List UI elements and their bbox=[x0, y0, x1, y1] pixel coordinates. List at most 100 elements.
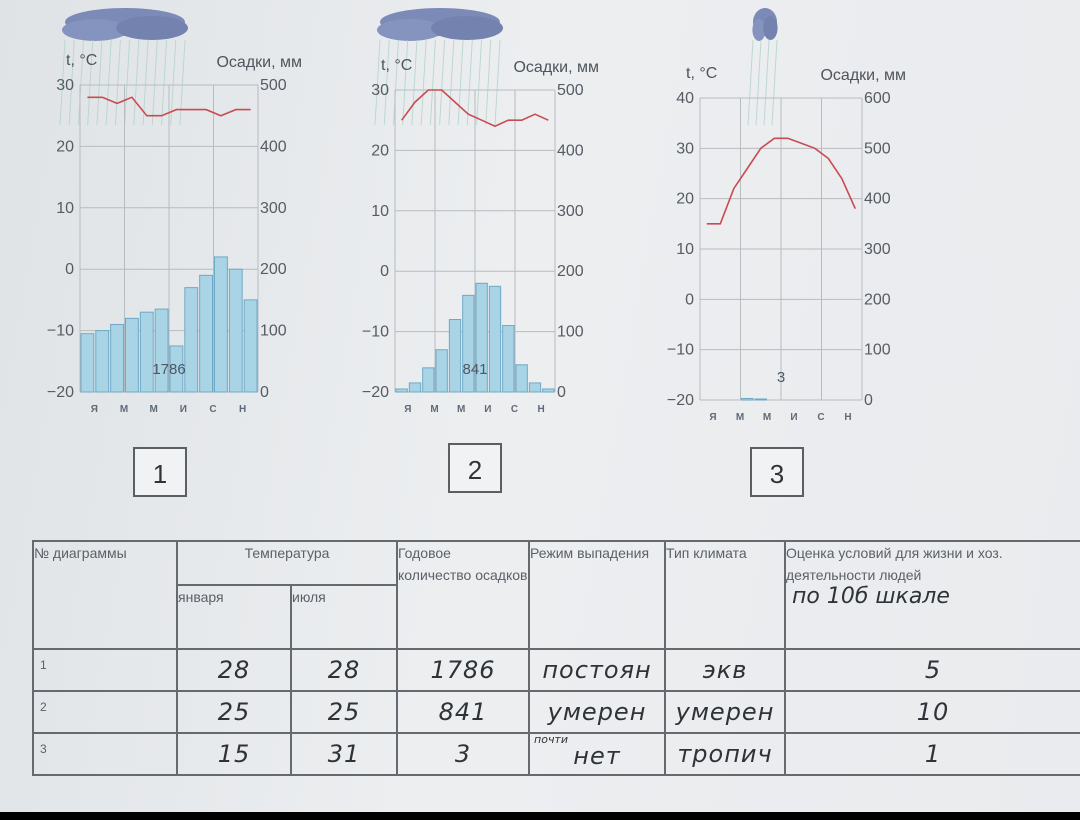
row-number: 3 bbox=[40, 742, 47, 756]
rain-streak bbox=[429, 39, 436, 126]
rain-streak bbox=[771, 39, 778, 126]
precip-bar bbox=[475, 282, 488, 393]
annual-precip-cell: 3 bbox=[396, 732, 531, 776]
assessment-score: 1 bbox=[924, 740, 942, 768]
rain-streak bbox=[448, 39, 455, 126]
table-row: 2 25 25 841 умерен умерен 10 bbox=[32, 690, 1080, 734]
assessment-score-cell: 5 bbox=[784, 648, 1080, 692]
precip-regime-cell: почти нет bbox=[528, 732, 667, 776]
month-label: Я bbox=[709, 412, 717, 423]
precip-bar bbox=[228, 268, 243, 393]
assessment-score: 5 bbox=[924, 656, 942, 684]
temp-tick-label: −20 bbox=[47, 384, 74, 401]
temp-tick-label: 10 bbox=[56, 200, 74, 217]
temp-tick-label: 0 bbox=[65, 261, 74, 278]
precip-regime-note: почти bbox=[534, 733, 568, 746]
precip-tick-label: 300 bbox=[260, 200, 287, 217]
climate-type: экв bbox=[702, 656, 748, 684]
precip-bar bbox=[395, 388, 408, 393]
precip-axis-title: Осадки, мм bbox=[513, 59, 599, 76]
rain-streak bbox=[59, 39, 66, 126]
diagram-number-3: 3 bbox=[750, 447, 804, 497]
month-label: И bbox=[180, 404, 188, 415]
header-regime: Режим выпадения bbox=[528, 540, 667, 650]
precip-bar bbox=[125, 317, 139, 393]
month-label: С bbox=[209, 404, 217, 415]
assessment-score-cell: 1 bbox=[784, 732, 1080, 776]
table-row: 3 15 31 3 почти нет тропич 1 bbox=[32, 732, 1080, 776]
rain-streak bbox=[392, 39, 399, 126]
assessment-score-cell: 10 bbox=[784, 690, 1080, 734]
climate-type: тропич bbox=[677, 740, 773, 768]
precip-bar bbox=[741, 397, 754, 401]
temp-tick-label: −20 bbox=[667, 392, 694, 409]
rain-streak bbox=[476, 39, 483, 126]
rain-streak bbox=[77, 39, 84, 126]
assessment-scale-note: по 10б шкале bbox=[792, 584, 950, 609]
precip-bar bbox=[754, 398, 767, 401]
temp-axis-title: t, °C bbox=[381, 57, 412, 74]
row-number-cell: 1 bbox=[32, 648, 178, 692]
rain-streak bbox=[142, 39, 149, 126]
precip-bar bbox=[110, 323, 124, 393]
precip-bar bbox=[408, 382, 422, 393]
month-label: М bbox=[149, 404, 158, 415]
month-label: Н bbox=[239, 404, 247, 415]
precip-bar bbox=[95, 330, 110, 393]
temp-tick-label: 10 bbox=[676, 241, 694, 258]
july-temp-cell: 31 bbox=[289, 732, 399, 776]
january-temp-cell: 15 bbox=[176, 732, 292, 776]
precip-tick-label: 600 bbox=[864, 90, 891, 107]
annual-precip-cell: 1786 bbox=[396, 648, 531, 692]
temp-tick-label: −10 bbox=[47, 323, 74, 340]
row-number: 1 bbox=[40, 658, 47, 672]
precip-bar bbox=[80, 333, 95, 393]
annual-precip: 841 bbox=[438, 698, 488, 726]
precip-axis-title: Осадки, мм bbox=[216, 54, 302, 71]
precip-tick-label: 100 bbox=[864, 342, 891, 359]
precip-tick-label: 400 bbox=[260, 138, 287, 155]
temp-tick-label: 20 bbox=[676, 191, 694, 208]
rain-streak bbox=[179, 39, 186, 126]
precip-bar bbox=[199, 274, 214, 393]
month-label: М bbox=[120, 404, 129, 415]
climate-type-cell: тропич bbox=[664, 732, 787, 776]
precip-regime: нет bbox=[573, 742, 621, 770]
temp-axis-title: t, °C bbox=[66, 52, 97, 69]
rain-streak bbox=[747, 39, 754, 126]
precip-tick-label: 400 bbox=[864, 191, 891, 208]
header-assessment: Оценка условий для жизни и хоз. деятельн… bbox=[784, 540, 1080, 650]
rain-streak bbox=[87, 39, 94, 126]
climate-diagram-2: 30 20 10 0 −10 −20 500 400 300 200 100 0 t, °C Осадки… bbox=[345, 0, 625, 440]
rain-streak bbox=[151, 39, 158, 126]
precip-bar bbox=[243, 299, 258, 393]
precip-tick-label: 500 bbox=[260, 77, 287, 94]
temp-tick-label: −20 bbox=[362, 384, 389, 401]
january-temp: 28 bbox=[217, 656, 251, 684]
temp-tick-label: 20 bbox=[56, 138, 74, 155]
header-assessment-label: Оценка условий для жизни и хоз. деятельн… bbox=[786, 545, 1003, 583]
rain-streak bbox=[420, 39, 427, 126]
cloud-icon bbox=[62, 8, 188, 41]
rain-streak bbox=[124, 39, 131, 126]
annual-precip-label: 3 bbox=[777, 369, 785, 386]
climate-diagram-3: 40 30 20 10 0 −10 −20 600 500 400 300 200 100 0 t, °C О… bbox=[650, 0, 950, 440]
month-label: М bbox=[430, 404, 439, 415]
row-number: 2 bbox=[40, 700, 47, 714]
rain-streak bbox=[374, 39, 381, 126]
temp-tick-label: 30 bbox=[56, 77, 74, 94]
climate-type: умерен bbox=[675, 698, 775, 726]
rain-streak bbox=[133, 39, 140, 126]
rain-streak bbox=[68, 39, 75, 126]
month-label: Я bbox=[404, 404, 412, 415]
precip-bar bbox=[448, 319, 462, 393]
precip-bar bbox=[528, 382, 542, 393]
annual-precip: 1786 bbox=[430, 656, 496, 684]
header-january: января bbox=[176, 584, 292, 650]
precip-tick-label: 0 bbox=[260, 384, 269, 401]
precip-tick-label: 200 bbox=[260, 261, 287, 278]
month-label: И bbox=[484, 404, 492, 415]
month-label: Н bbox=[538, 404, 546, 415]
